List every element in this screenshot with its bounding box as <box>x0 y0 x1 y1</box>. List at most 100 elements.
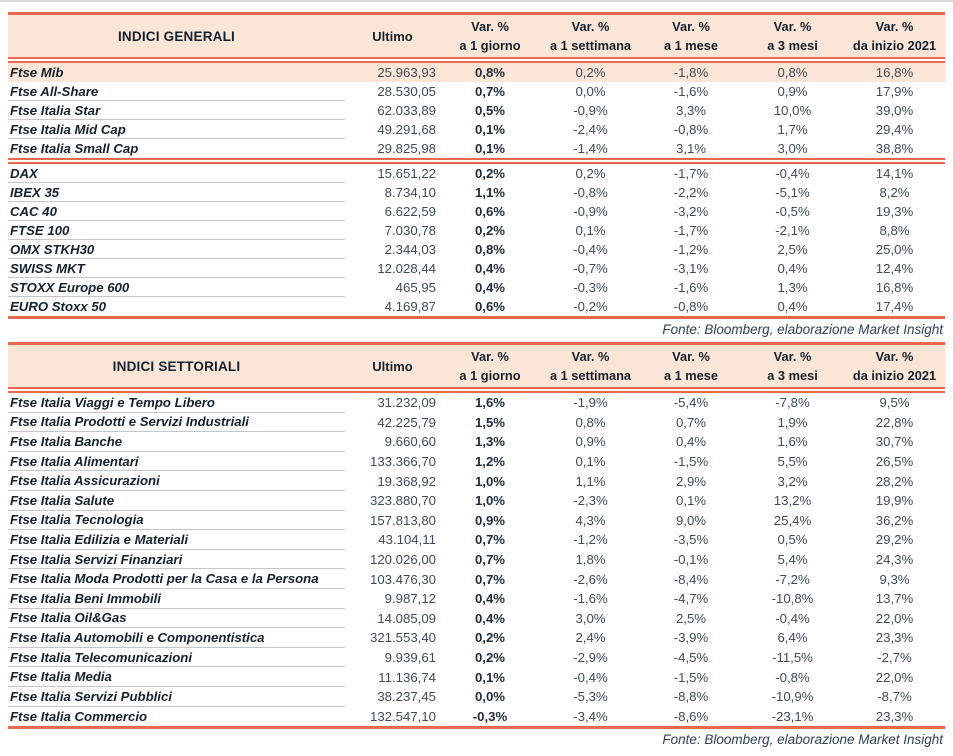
cell-var-1-giorno: 1,3% <box>474 434 506 450</box>
table-row: Ftse Italia Banche 9.660,60 1,3% 0,9% 0,4% 1,… <box>8 432 945 452</box>
table-row: Ftse Italia Star 62.033,89 0,5% -0,9% 3,3% 10… <box>8 101 945 120</box>
row-label: Ftse Italia Oil&Gas <box>8 609 345 629</box>
cell-ultimo: 321.553,40 <box>369 630 436 646</box>
cell-var-3-mesi: 1,9% <box>777 414 808 430</box>
cell-var-1-settimana: -1,6% <box>573 591 608 607</box>
column-header-var-5: Var. % da inizio 2021 <box>844 17 945 55</box>
column-header-var-3: Var. % a 1 mese <box>641 347 741 385</box>
cell-var-inizio-2021: 39,0% <box>875 103 914 118</box>
cell-var-inizio-2021: 24,3% <box>875 552 914 568</box>
cell-ultimo: 31.232,09 <box>377 395 436 411</box>
column-header-line1: Var. % <box>672 348 710 364</box>
cell-var-3-mesi: 5,4% <box>777 552 808 568</box>
cell-var-3-mesi: 2,5% <box>777 242 808 257</box>
index-group: Ftse Italia Viaggi e Tempo Libero 31.232,… <box>8 393 945 726</box>
table-bottom-rule <box>8 726 945 730</box>
table-bottom-rule <box>8 316 945 319</box>
cell-var-1-giorno: -0,3% <box>472 708 508 724</box>
row-label: Ftse All-Share <box>8 82 345 101</box>
row-label: Ftse Italia Media <box>8 667 345 687</box>
column-header-ultimo: Ultimo <box>372 358 413 374</box>
row-label: Ftse Italia Mid Cap <box>8 120 345 139</box>
cell-var-1-settimana: -0,2% <box>573 299 608 314</box>
cell-var-inizio-2021: 25,0% <box>875 242 914 257</box>
row-label: Ftse Italia Servizi Finanziari <box>8 550 345 570</box>
cell-var-1-mese: 0,1% <box>675 493 707 509</box>
cell-var-inizio-2021: 14,1% <box>875 166 914 181</box>
cell-ultimo: 133.366,70 <box>369 454 436 470</box>
table-row: Ftse All-Share 28.530,05 0,7% 0,0% -1,6% 0,9%… <box>8 82 945 101</box>
row-label: OMX STKH30 <box>8 240 345 259</box>
cell-var-1-mese: -4,5% <box>673 650 709 666</box>
table-row: Ftse Mib 25.963,93 0,8% 0,2% -1,8% 0,8% 16,8% <box>8 63 945 82</box>
cell-var-1-settimana: 1,1% <box>575 473 606 489</box>
cell-var-1-giorno: 0,4% <box>474 591 506 607</box>
cell-var-3-mesi: -11,5% <box>772 650 813 666</box>
cell-var-1-settimana: 0,1% <box>575 223 606 238</box>
cell-var-1-settimana: 0,8% <box>575 414 606 430</box>
row-label: CAC 40 <box>8 202 345 221</box>
cell-var-inizio-2021: 23,3% <box>875 708 914 724</box>
cell-ultimo: 132.547,10 <box>369 708 436 724</box>
row-label: Ftse Italia Beni Immobili <box>8 589 345 609</box>
cell-var-1-giorno: 0,1% <box>474 669 506 685</box>
cell-var-1-mese: 2,5% <box>675 610 707 626</box>
cell-var-inizio-2021: 17,9% <box>875 84 914 99</box>
cell-var-3-mesi: 25,4% <box>773 512 812 528</box>
table-row: OMX STKH30 2.344,03 0,8% -0,4% -1,2% 2,5% 25,0… <box>8 240 945 259</box>
table-row: Ftse Italia Commercio 132.547,10 -0,3% -3,4… <box>8 707 945 727</box>
cell-ultimo: 9.939,61 <box>384 650 436 666</box>
cell-var-inizio-2021: 16,8% <box>875 65 914 80</box>
cell-var-inizio-2021: 29,4% <box>875 122 914 137</box>
cell-var-1-mese: -1,8% <box>673 65 709 80</box>
cell-var-1-settimana: 0,2% <box>575 166 606 181</box>
cell-var-1-giorno: 0,4% <box>474 261 506 276</box>
table-row: SWISS MKT 12.028,44 0,4% -0,7% -3,1% 0,4% 12,4… <box>8 259 945 278</box>
cell-ultimo: 12.028,44 <box>377 261 436 276</box>
cell-ultimo: 9.987,12 <box>384 591 436 607</box>
row-label: Ftse Italia Servizi Pubblici <box>8 687 345 707</box>
row-label: Ftse Italia Alimentari <box>8 452 345 472</box>
cell-var-inizio-2021: 36,2% <box>875 512 914 528</box>
cell-var-1-giorno: 0,2% <box>474 166 506 181</box>
row-label: Ftse Italia Edilizia e Materiali <box>8 530 345 550</box>
cell-var-1-settimana: 1,8% <box>575 552 606 568</box>
table-row: Ftse Italia Alimentari 133.366,70 1,2% 0,1%… <box>8 452 945 472</box>
cell-var-1-settimana: 0,0% <box>575 84 606 99</box>
column-header-var-1: Var. % a 1 giorno <box>440 347 540 385</box>
column-header-line1: Var. % <box>571 18 610 34</box>
header-double-rule <box>8 387 945 393</box>
cell-var-1-mese: -1,7% <box>673 223 709 238</box>
cell-var-inizio-2021: 19,9% <box>875 493 914 509</box>
cell-var-3-mesi: 5,5% <box>777 454 808 470</box>
table-row: STOXX Europe 600 465,95 0,4% -0,3% -1,6% 1,3%… <box>8 278 945 297</box>
source-note: Fonte: Bloomberg, elaborazione Market In… <box>662 322 943 337</box>
cell-ultimo: 49.291,68 <box>377 122 436 137</box>
table-row: Ftse Italia Tecnologia 157.813,80 0,9% 4,3%… <box>8 511 945 531</box>
column-header-var-2: Var. % a 1 settimana <box>540 17 641 55</box>
index-group: DAX 15.651,22 0,2% 0,2% -1,7% -0,4% 14,1% IBEX … <box>8 164 945 316</box>
column-header-var-5: Var. % da inizio 2021 <box>844 347 945 385</box>
column-header-line2: a 1 mese <box>663 38 719 53</box>
cell-var-1-giorno: 1,1% <box>474 185 506 200</box>
cell-var-3-mesi: 0,8% <box>777 65 808 80</box>
column-header-line1: Var. % <box>471 18 509 34</box>
cell-ultimo: 28.530,05 <box>377 84 436 99</box>
column-header-line2: a 1 settimana <box>549 38 632 53</box>
cell-var-1-giorno: 1,0% <box>474 493 506 509</box>
table-header-row: INDICI GENERALI Ultimo Var. % a 1 giorno Var… <box>8 15 945 57</box>
cell-var-inizio-2021: 16,8% <box>875 280 914 295</box>
group-double-rule <box>8 158 945 164</box>
column-header-line1: Var. % <box>773 18 812 34</box>
cell-ultimo: 14.085,09 <box>377 610 436 626</box>
column-header-line2: a 1 settimana <box>549 368 632 383</box>
cell-var-1-mese: 3,3% <box>675 103 707 118</box>
cell-ultimo: 11.136,74 <box>378 669 436 685</box>
cell-ultimo: 42.225,79 <box>377 414 436 430</box>
cell-var-inizio-2021: 17,4% <box>875 299 914 314</box>
cell-var-1-mese: -3,9% <box>673 630 709 646</box>
table-title: INDICI GENERALI <box>117 28 235 44</box>
row-label: Ftse Italia Assicurazioni <box>8 471 345 491</box>
column-header-line1: Var. % <box>471 348 509 364</box>
